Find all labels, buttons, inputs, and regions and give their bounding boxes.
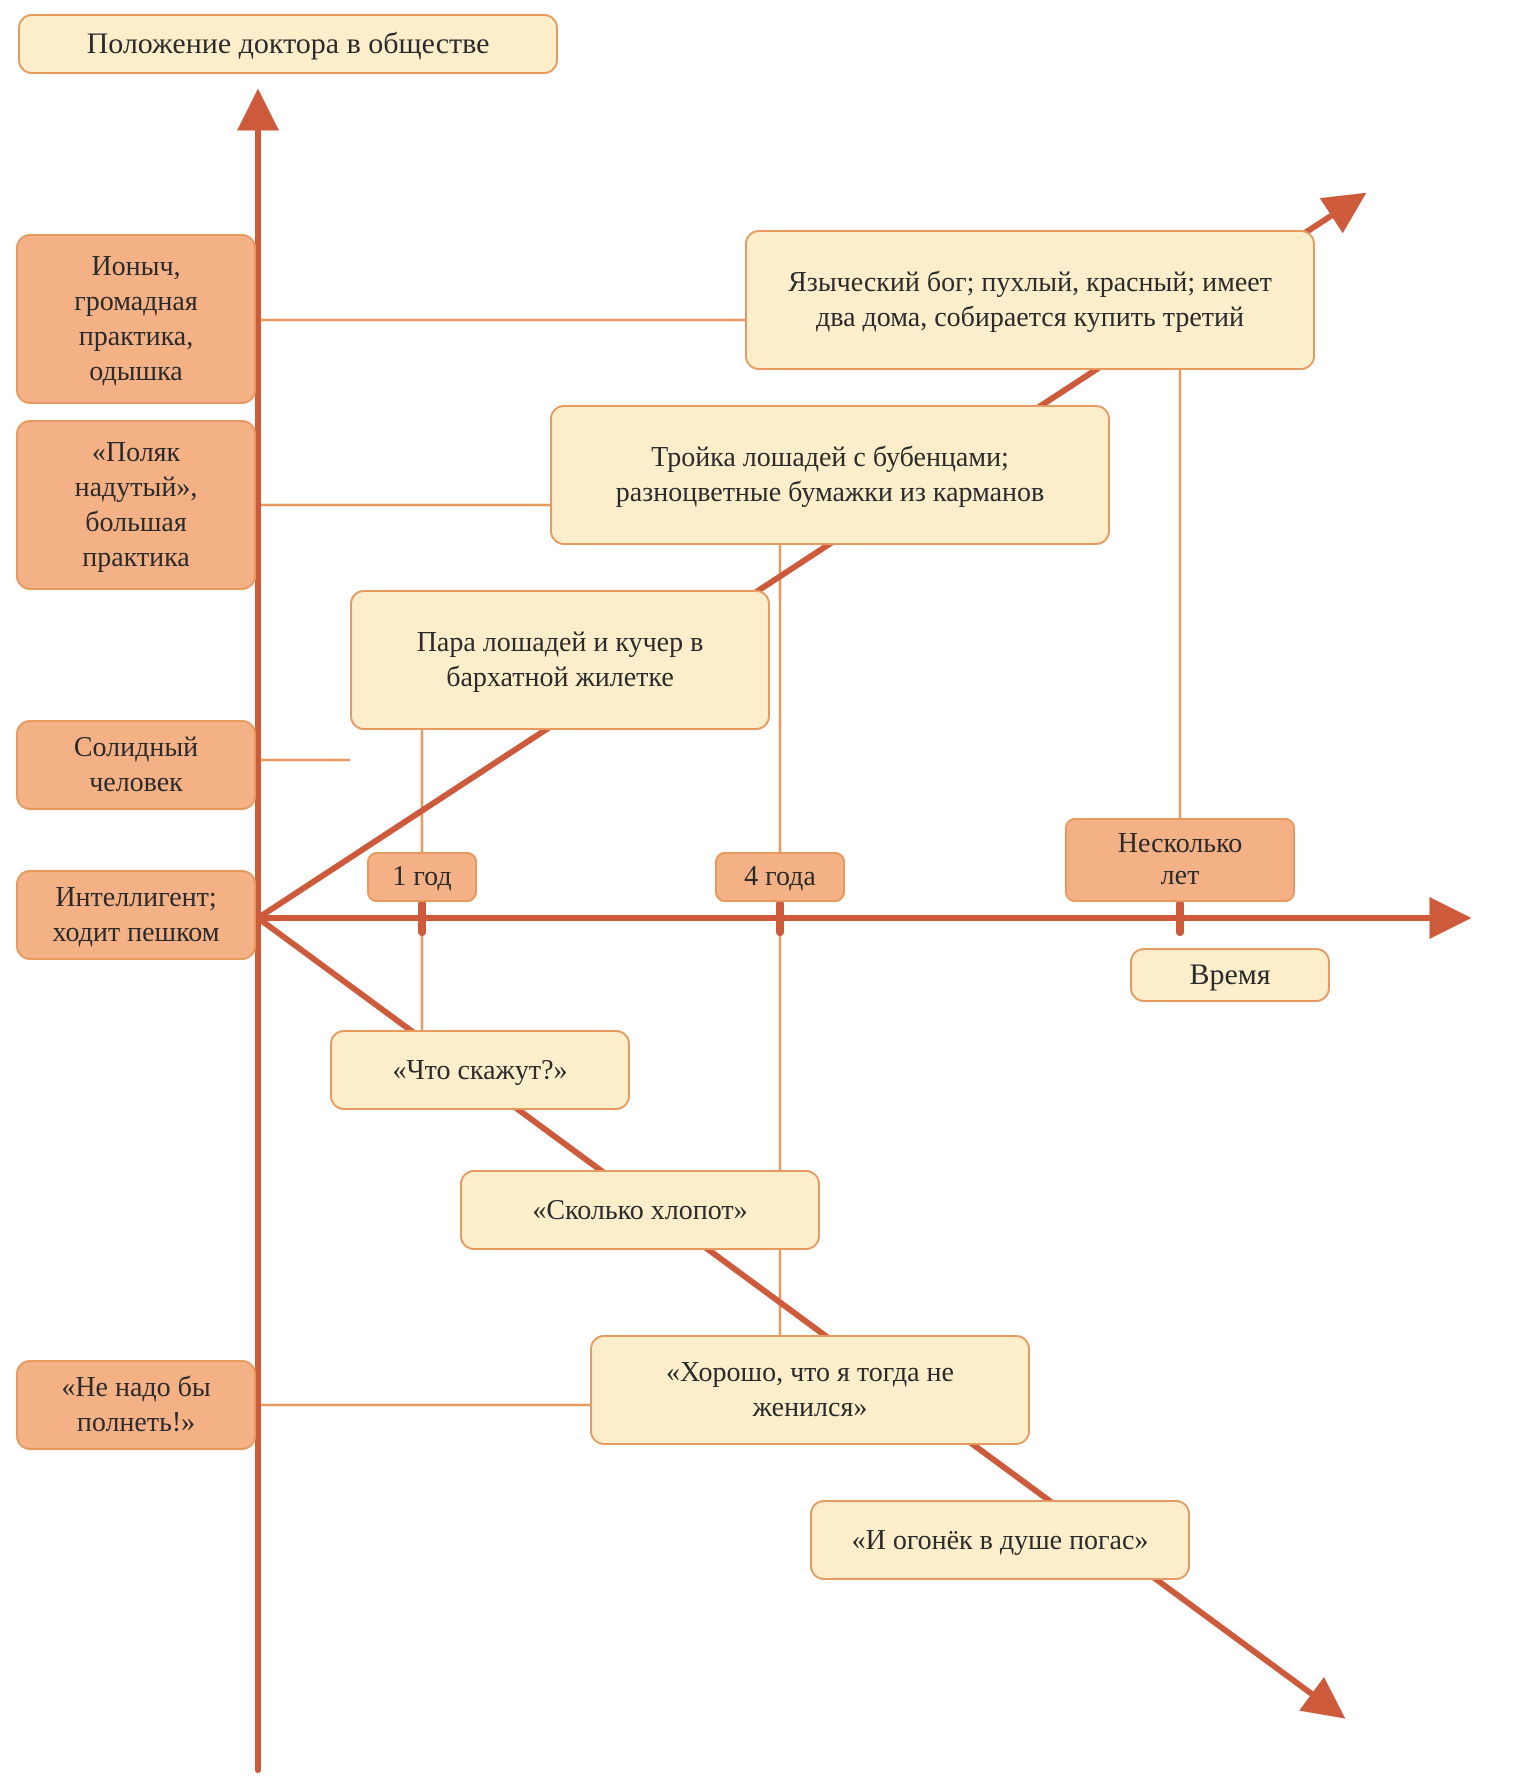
y-level-box: Ионыч, громадная практика, одышка bbox=[16, 234, 256, 404]
upper-box: Языческий бог; пухлый, красный; имеет дв… bbox=[745, 230, 1315, 370]
y-level-box: «Поляк надутый», большая практика bbox=[16, 420, 256, 590]
lower-box: «Что скажут?» bbox=[330, 1030, 630, 1110]
lower-box: «И огонёк в душе погас» bbox=[810, 1500, 1190, 1580]
lower-box: «Хорошо, что я тогда не женился» bbox=[590, 1335, 1030, 1445]
y-axis-title: Положение доктора в обществе bbox=[18, 14, 558, 74]
y-level-box: Интеллигент; ходит пешком bbox=[16, 870, 256, 960]
x-axis-title: Время bbox=[1130, 948, 1330, 1002]
upper-box: Тройка лошадей с бубенцами; разноцветные… bbox=[550, 405, 1110, 545]
lower-box: «Сколько хлопот» bbox=[460, 1170, 820, 1250]
y-level-box: «Не надо бы полнеть!» bbox=[16, 1360, 256, 1450]
x-tick-label: 4 года bbox=[715, 852, 845, 902]
y-level-box: Солидный человек bbox=[16, 720, 256, 810]
upper-box: Пара лошадей и кучер в бархатной жилетке bbox=[350, 590, 770, 730]
x-tick-label: 1 год bbox=[367, 852, 477, 902]
x-tick-label: Несколько лет bbox=[1065, 818, 1295, 902]
